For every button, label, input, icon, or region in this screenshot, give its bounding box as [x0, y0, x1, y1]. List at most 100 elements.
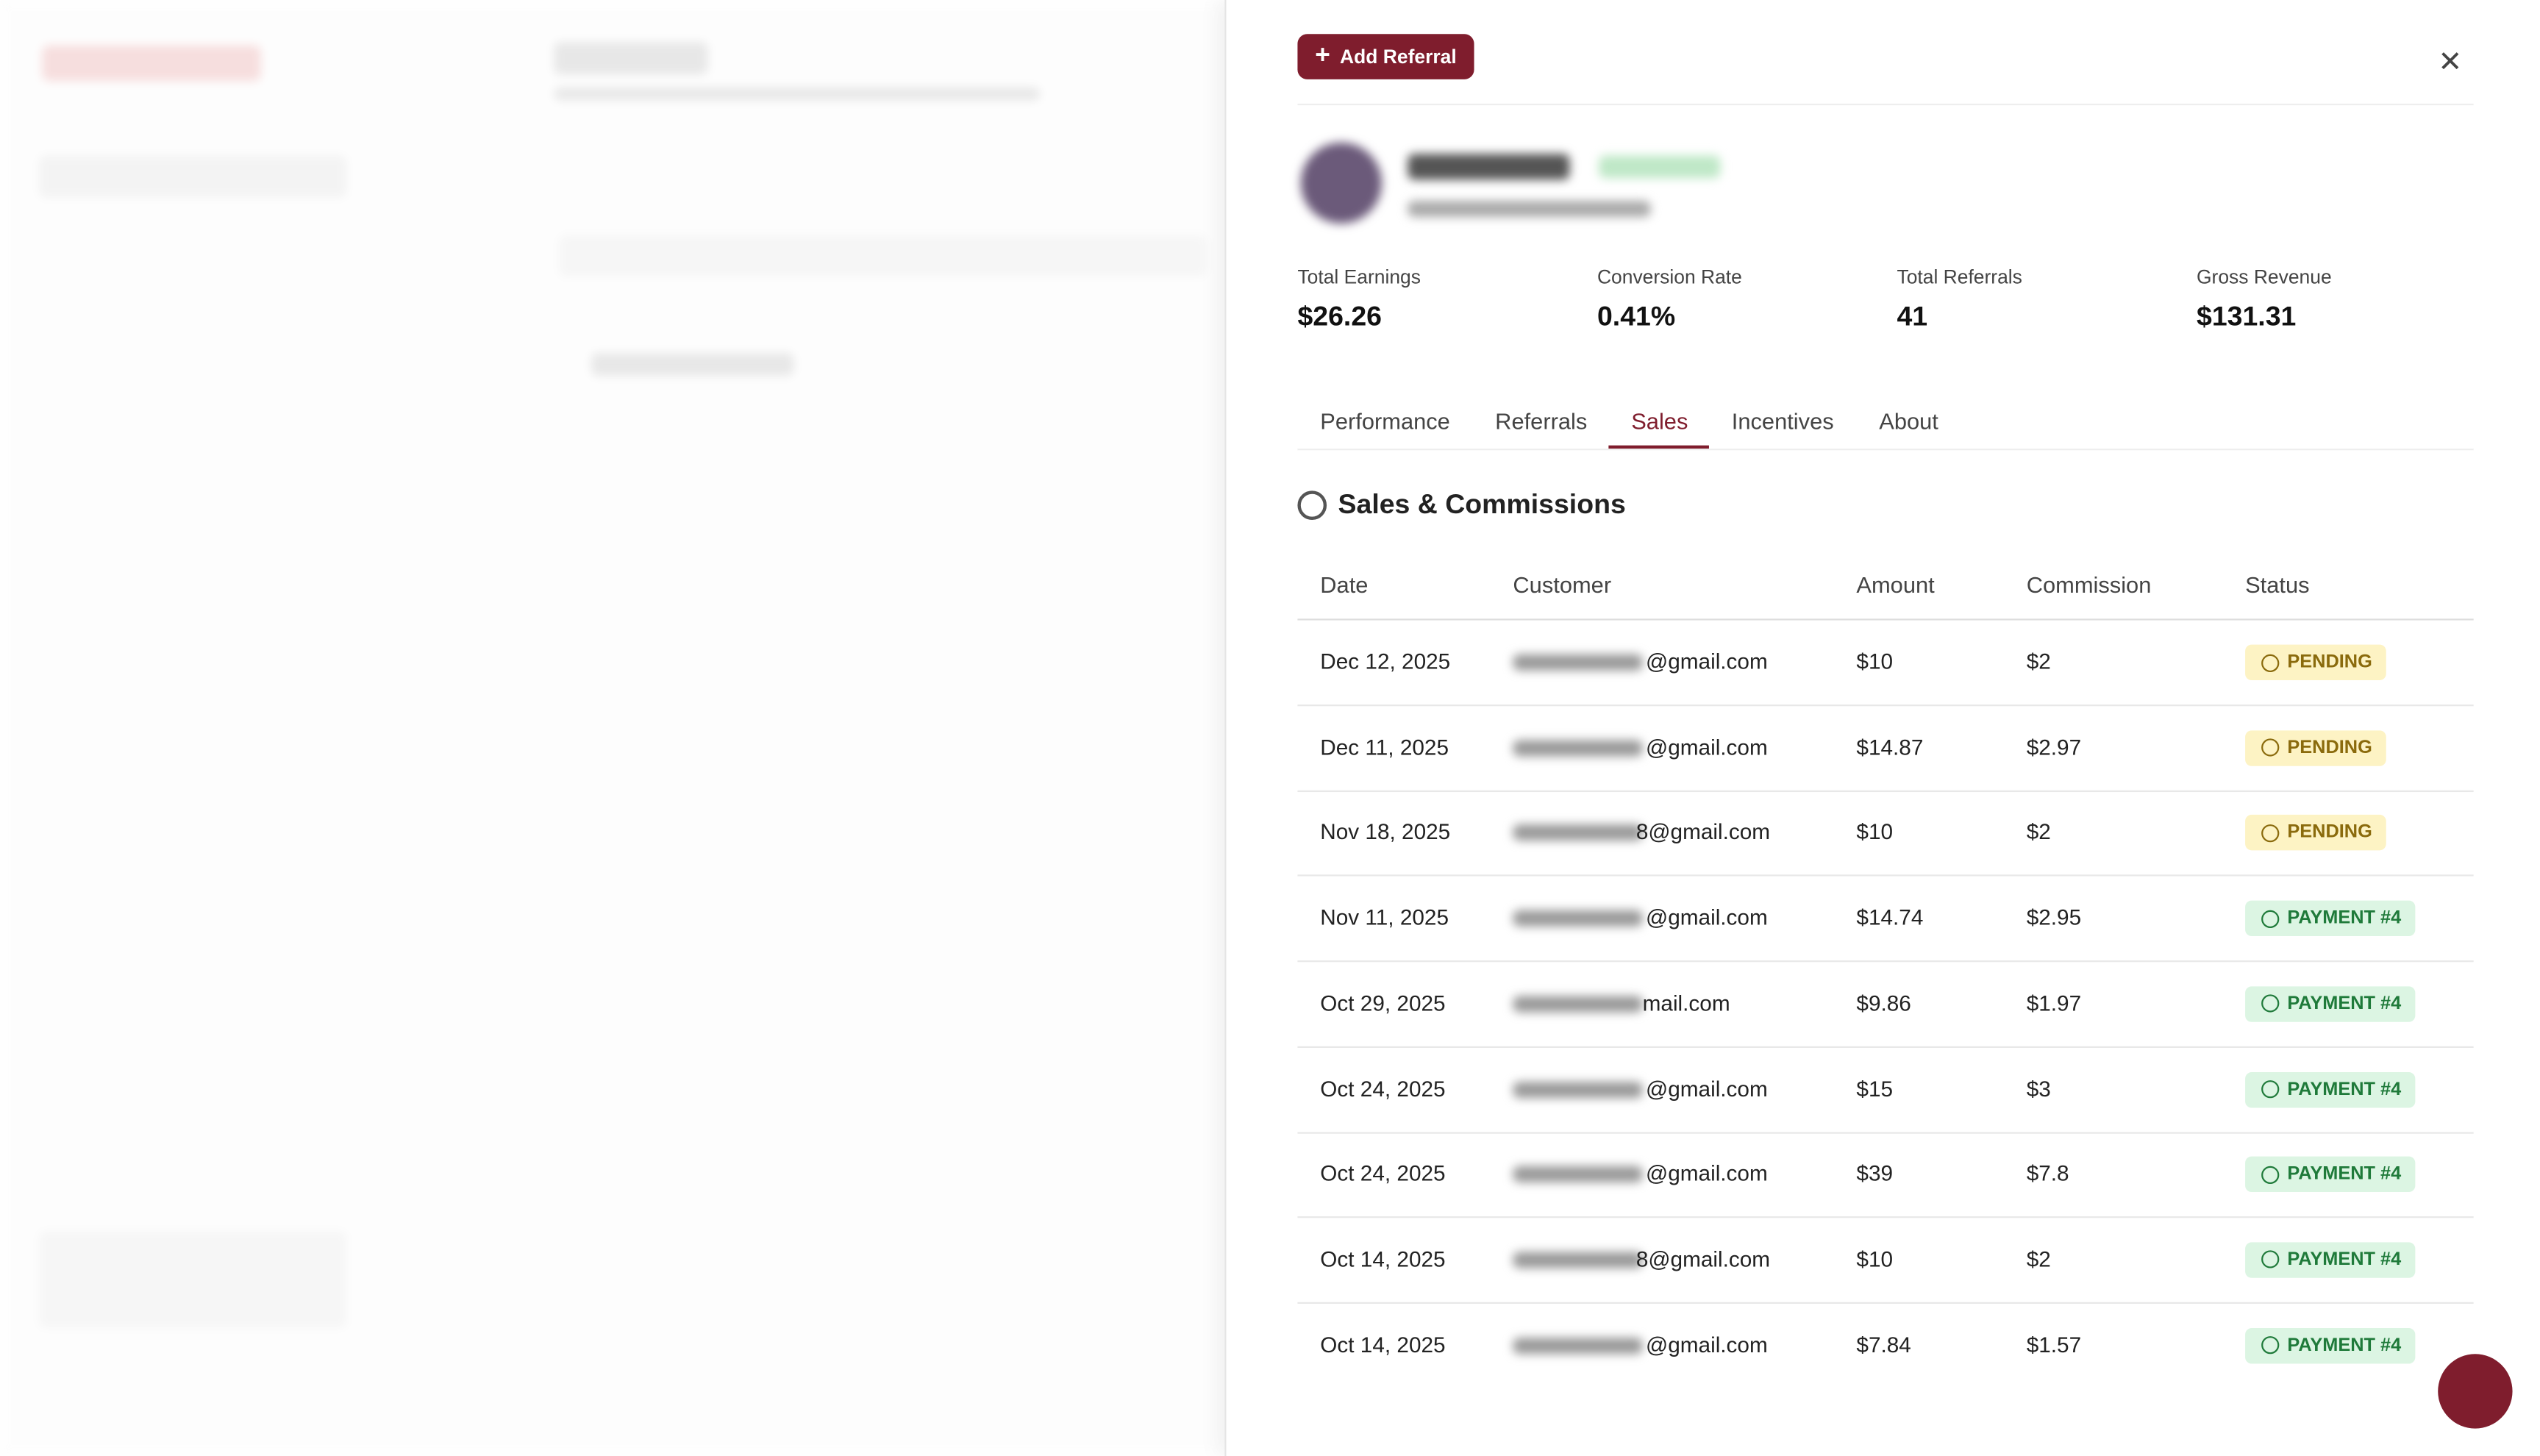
blurred-background — [0, 0, 1225, 1456]
stat: Conversion Rate 0.41% — [1597, 265, 1742, 334]
button-label: Add Referral — [1340, 45, 1457, 68]
table-cell: Nov 11, 2025 — [1320, 905, 1449, 930]
blurred-customer — [1513, 1166, 1643, 1183]
stat-value: 41 — [1897, 301, 1928, 332]
column-header[interactable]: Commission — [2026, 571, 2152, 598]
customer-email: @gmail.com — [1646, 1161, 1768, 1186]
status-badge: PAYMENT #4 — [2245, 900, 2416, 937]
row-divider — [1297, 875, 2474, 877]
table-cell: $2 — [2026, 820, 2051, 845]
blurred-customer — [1513, 910, 1643, 927]
detail-panel: + Add Referral ✕ Total Earnings $26.26 Conv… — [1224, 0, 2540, 1456]
status-text: PAYMENT #4 — [2287, 1250, 2402, 1270]
active-tab-underline — [1608, 445, 1709, 449]
status-badge: PAYMENT #4 — [2245, 1156, 2416, 1193]
table-cell: $7.84 — [1856, 1332, 1911, 1357]
customer-email: @gmail.com — [1646, 649, 1768, 674]
status-icon — [2261, 1166, 2280, 1184]
table-cell: $10 — [1856, 649, 1894, 674]
stat-value: 0.41% — [1597, 301, 1676, 332]
status-badge: PENDING — [2245, 729, 2387, 766]
customer-email: @gmail.com — [1646, 735, 1768, 760]
stat-label: Gross Revenue — [2196, 265, 2332, 289]
avatar — [1300, 142, 1382, 224]
status-badge: PENDING — [2245, 815, 2387, 852]
table-cell: Oct 24, 2025 — [1320, 1161, 1446, 1186]
chat-button[interactable] — [2438, 1354, 2513, 1429]
table-cell: $10 — [1856, 1246, 1894, 1271]
column-header[interactable]: Date — [1320, 571, 1369, 598]
row-divider — [1297, 1302, 2474, 1304]
stat: Total Earnings $26.26 — [1297, 265, 1421, 334]
customer-email: @gmail.com — [1646, 1332, 1768, 1357]
stat-value: $131.31 — [2196, 301, 2297, 332]
customer-email: @gmail.com — [1646, 905, 1768, 930]
stat-label: Total Referrals — [1897, 265, 2022, 289]
column-header: Customer — [1513, 571, 1612, 598]
stat-label: Total Earnings — [1297, 265, 1421, 289]
table-cell: $2.95 — [2026, 905, 2082, 930]
status-icon — [2261, 1336, 2280, 1355]
status-badge: PAYMENT #4 — [2245, 1242, 2416, 1278]
table-cell: Oct 14, 2025 — [1320, 1332, 1446, 1357]
blurred-customer — [1513, 654, 1643, 671]
row-divider — [1297, 1046, 2474, 1048]
table-cell: $15 — [1856, 1076, 1894, 1101]
tab[interactable]: Incentives — [1731, 408, 1834, 435]
section-title: Sales & Commissions — [1338, 489, 1626, 521]
status-text: PAYMENT #4 — [2287, 1335, 2402, 1355]
table-cell: Oct 24, 2025 — [1320, 1076, 1446, 1101]
status-icon — [2261, 824, 2280, 843]
row-divider — [1297, 1216, 2474, 1218]
tab[interactable]: Performance — [1320, 408, 1450, 435]
blurred-badge — [1599, 155, 1721, 179]
status-badge: PAYMENT #4 — [2245, 1071, 2416, 1107]
status-text: PENDING — [2287, 823, 2372, 843]
section-icon — [1297, 490, 1327, 521]
row-divider — [1297, 704, 2474, 707]
status-text: PAYMENT #4 — [2287, 1079, 2402, 1099]
table-cell: Dec 11, 2025 — [1320, 735, 1449, 760]
add-referral-button[interactable]: + Add Referral — [1297, 34, 1474, 79]
blurred-name — [1408, 154, 1570, 180]
table-cell: $39 — [1856, 1161, 1894, 1186]
column-header[interactable]: Amount — [1856, 571, 1935, 598]
status-icon — [2261, 738, 2280, 757]
table-cell: Oct 29, 2025 — [1320, 991, 1446, 1016]
header-divider — [1297, 618, 2474, 621]
column-header[interactable]: Status — [2245, 571, 2310, 598]
status-icon — [2261, 909, 2280, 928]
blurred-customer — [1513, 739, 1643, 756]
status-text: PAYMENT #4 — [2287, 1165, 2402, 1185]
stat: Total Referrals 41 — [1897, 265, 2022, 334]
tab[interactable]: Referrals — [1495, 408, 1588, 435]
table-cell: $10 — [1856, 820, 1894, 845]
table-cell: $7.8 — [2026, 1161, 2069, 1186]
customer-email: @gmail.com — [1646, 1076, 1768, 1101]
customer-email: 8@gmail.com — [1635, 820, 1771, 845]
table-cell: $1.97 — [2026, 991, 2082, 1016]
status-text: PENDING — [2287, 738, 2372, 758]
status-icon — [2261, 994, 2280, 1013]
table-cell: $9.86 — [1856, 991, 1911, 1016]
customer-email: mail.com — [1642, 991, 1730, 1016]
customer-email: 8@gmail.com — [1635, 1246, 1771, 1271]
table-cell: Nov 18, 2025 — [1320, 820, 1451, 845]
stat: Gross Revenue $131.31 — [2197, 265, 2332, 334]
table-cell: $2.97 — [2026, 735, 2082, 760]
table-cell: $2 — [2026, 1246, 2051, 1271]
status-icon — [2261, 653, 2280, 671]
table-cell: Oct 14, 2025 — [1320, 1246, 1446, 1271]
stat-label: Conversion Rate — [1597, 265, 1742, 289]
blurred-customer — [1513, 824, 1643, 841]
tab[interactable]: Sales — [1631, 408, 1688, 435]
table-cell: $3 — [2026, 1076, 2051, 1101]
close-button[interactable]: ✕ — [2438, 45, 2463, 78]
blurred-email — [1408, 201, 1651, 218]
tab[interactable]: About — [1879, 408, 1938, 435]
status-badge: PAYMENT #4 — [2245, 985, 2416, 1022]
status-text: PAYMENT #4 — [2287, 993, 2402, 1014]
blurred-customer — [1513, 1252, 1643, 1268]
table-cell: Dec 12, 2025 — [1320, 649, 1451, 674]
